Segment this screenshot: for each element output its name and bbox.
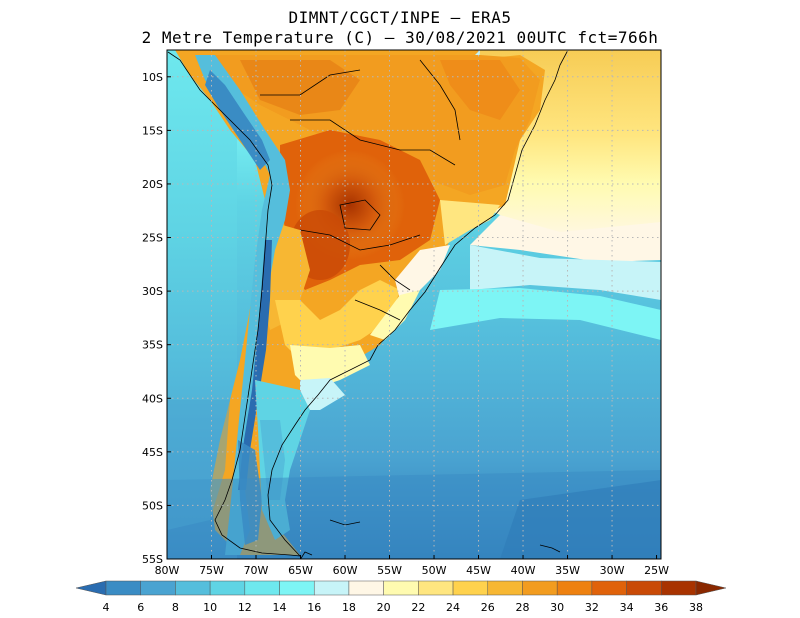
- colorbar-segment: [140, 580, 176, 596]
- colorbar-segment: [383, 580, 419, 596]
- lon-tick-label: 70W: [244, 564, 269, 577]
- lon-tick-label: 60W: [333, 564, 358, 577]
- colorbar-segment: [591, 580, 627, 596]
- lon-tick-label: 80W: [155, 564, 180, 577]
- colorbar-label: 8: [172, 601, 179, 614]
- lon-tick-label: 50W: [422, 564, 447, 577]
- colorbar-high-arrow: [695, 580, 727, 596]
- colorbar-label: 18: [342, 601, 356, 614]
- colorbar-segment: [313, 580, 350, 596]
- map-title-line2: 2 Metre Temperature (C) – 30/08/2021 00U…: [141, 28, 659, 47]
- colorbar-label: 28: [515, 601, 529, 614]
- lat-tick-label: 45S: [142, 446, 163, 459]
- colorbar-label: 26: [481, 601, 495, 614]
- lat-tick-label: 10S: [142, 71, 163, 84]
- lat-tick-label: 20S: [142, 178, 163, 191]
- lat-tick-label: 30S: [142, 285, 163, 298]
- lat-tick-label: 35S: [142, 339, 163, 352]
- colorbar-label: 36: [654, 601, 668, 614]
- lon-tick-label: 30W: [600, 564, 625, 577]
- colorbar-segment: [487, 580, 523, 596]
- colorbar-label: 12: [238, 601, 252, 614]
- colorbar-segment: [244, 580, 280, 596]
- lon-tick-label: 65W: [288, 564, 313, 577]
- lon-tick-label: 45W: [466, 564, 491, 577]
- coastlines: [167, 50, 569, 559]
- colorbar-segment: [105, 580, 141, 596]
- colorbar-label: 16: [307, 601, 321, 614]
- lat-tick-label: 50S: [142, 499, 163, 512]
- colorbar-label: 38: [689, 601, 703, 614]
- lat-tick-label: 40S: [142, 392, 163, 405]
- colorbar-segment: [348, 580, 384, 596]
- colorbar-label: 32: [585, 601, 599, 614]
- lon-tick-label: 25W: [644, 564, 669, 577]
- temperature-field: [167, 50, 661, 559]
- colorbar-segment: [556, 580, 593, 596]
- lon-tick-label: 35W: [555, 564, 580, 577]
- map-title-line1: DIMNT/CGCT/INPE – ERA5: [288, 8, 512, 27]
- colorbar-segment: [209, 580, 246, 596]
- colorbar-label: 34: [620, 601, 634, 614]
- lat-tick-label: 55S: [142, 553, 163, 566]
- colorbar-label: 20: [377, 601, 391, 614]
- colorbar-label: 14: [273, 601, 287, 614]
- lat-tick-label: 25S: [142, 232, 163, 245]
- colorbar-segment: [452, 580, 489, 596]
- colorbar: 4 6 8 10 12 14 16 18 20 22 24 26 28 30 32 34 36 38: [75, 580, 727, 614]
- colorbar-label: 30: [550, 601, 564, 614]
- colorbar-label: 4: [103, 601, 110, 614]
- colorbar-label: 24: [446, 601, 460, 614]
- colorbar-low-arrow: [75, 580, 107, 596]
- colorbar-label: 6: [137, 601, 144, 614]
- colorbar-segment: [661, 580, 697, 596]
- colorbar-segment: [279, 580, 315, 596]
- plot-border: [166, 49, 662, 560]
- lat-tick-label: 15S: [142, 124, 163, 137]
- colorbar-segment: [522, 580, 558, 596]
- colorbar-segment: [175, 580, 211, 596]
- colorbar-segment: [626, 580, 662, 596]
- colorbar-segment: [418, 580, 454, 596]
- latitude-axis: 10S 15S 20S 25S 30S 35S 40S 45S 50S 55S: [142, 71, 171, 566]
- colorbar-label: 10: [203, 601, 217, 614]
- lon-tick-label: 40W: [511, 564, 536, 577]
- lon-tick-label: 55W: [377, 564, 402, 577]
- lon-tick-label: 75W: [199, 564, 224, 577]
- longitude-axis: 80W 75W 70W 65W 60W 55W 50W 45W 40W 35W 30W 25W: [155, 555, 669, 577]
- colorbar-label: 22: [411, 601, 425, 614]
